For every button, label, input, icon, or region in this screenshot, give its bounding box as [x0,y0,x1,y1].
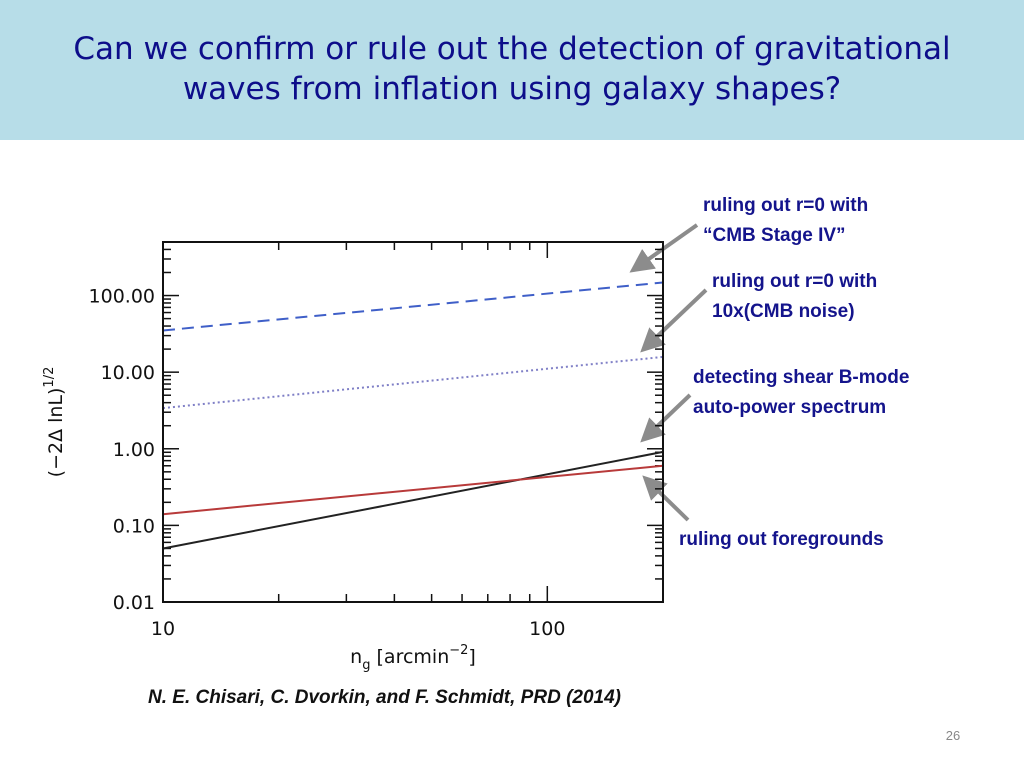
y-tick-label: 10.00 [101,362,155,384]
series-line [162,281,664,332]
arrow [642,475,690,522]
annotation: ruling out foregrounds [679,529,884,550]
plot-frame [162,241,664,603]
y-tick-label: 100.00 [89,286,155,308]
annotation: 10x(CMB noise) [712,301,855,322]
slide-title: Can we confirm or rule out the detection… [73,31,950,67]
x-tick-label: 100 [529,618,565,640]
label-part: (−2Δ lnL) [45,388,67,478]
y-tick-label: 0.10 [113,515,155,537]
label-part: −2 [449,643,468,658]
header-band [0,0,1024,140]
label-part: g [362,658,370,673]
annotation: detecting shear B-mode [693,367,909,388]
label-part: 1/2 [42,367,57,388]
label-part: n [350,646,362,668]
series-line [162,355,664,410]
label-part: ] [468,646,475,668]
citation: N. E. Chisari, C. Dvorkin, and F. Schmid… [148,687,621,708]
annotation: ruling out r=0 with [712,271,877,292]
series-line [162,450,664,550]
arrows [629,223,708,522]
page-number: 26 [946,728,960,743]
arrow [640,393,692,443]
series-line [162,464,664,516]
annotation: ruling out r=0 with [703,195,868,216]
chart: 100.00 10.00 1.00 0.10 0.01 10 100 ng [arcmin−2… [42,195,909,673]
arrow [629,223,699,273]
annotation: auto-power spectrum [693,397,886,418]
y-tick-label: 0.01 [113,592,155,614]
arrow [640,288,708,353]
x-axis-label: ng [arcmin−2] [350,643,476,673]
y-tick-label: 1.00 [113,439,155,461]
label-part: [arcmin [370,646,449,668]
y-axis-label: (−2Δ lnL)1/2 [42,367,67,478]
annotation: “CMB Stage IV” [703,225,846,246]
slide-title: waves from inflation using galaxy shapes… [183,71,841,107]
x-tick-label: 10 [151,618,175,640]
